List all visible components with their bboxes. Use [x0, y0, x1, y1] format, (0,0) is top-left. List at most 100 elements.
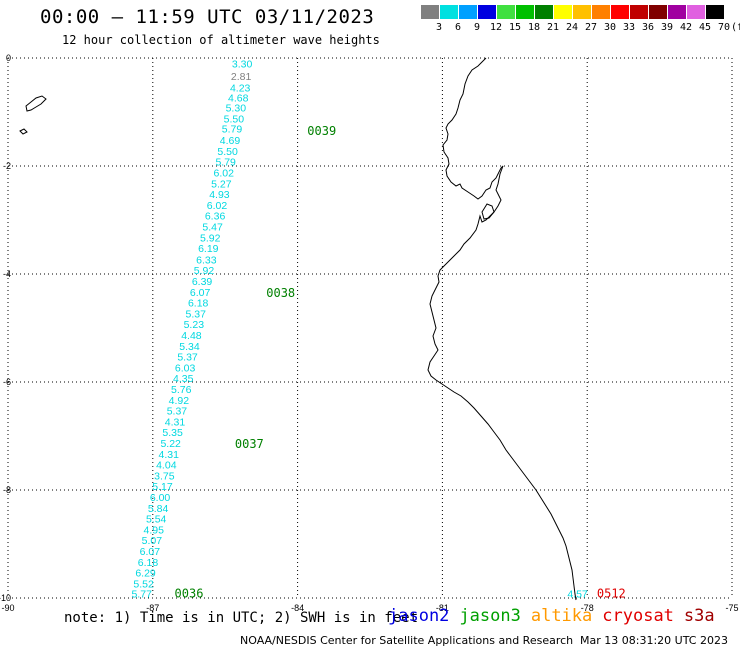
legend-label: 15 [508, 22, 522, 33]
legend-swatch [668, 5, 686, 19]
legend-swatch [459, 5, 477, 19]
track-labels: 3.302.814.234.685.305.505.794.695.505.79… [131, 58, 625, 600]
swh-value: 5.79 [215, 157, 236, 169]
legend-label: 42 [679, 22, 693, 33]
credit-timestamp: Mar 13 08:31:20 UTC 2023 [580, 634, 728, 647]
pass-time-label: 0036 [175, 587, 204, 601]
swh-value: 5.79 [222, 124, 243, 136]
swh-value: 5.47 [202, 221, 223, 233]
swh-value: 6.33 [196, 254, 217, 266]
galapagos-island-small [19, 128, 28, 135]
legend-label: 9 [473, 22, 481, 33]
swh-value: 4.31 [159, 449, 180, 461]
swh-value: 5.37 [177, 352, 198, 364]
swh-value: 3.30 [232, 58, 253, 70]
swh-value: 6.19 [198, 243, 219, 255]
legend-label: 70 [717, 22, 731, 33]
swh-value: 5.37 [167, 406, 188, 418]
swh-value: 4.95 [144, 524, 165, 536]
x-tick-label: -87 [146, 603, 159, 613]
swh-value: 5.84 [148, 503, 169, 515]
swh-value: 5.17 [152, 481, 173, 493]
satellite-name: cryosat [602, 606, 674, 626]
swh-value: 4.57 [567, 589, 588, 601]
swh-value: 6.07 [140, 546, 161, 558]
swh-value: 6.00 [150, 492, 171, 504]
y-tick-label: -10 [0, 593, 11, 603]
satellite-legend: jason2 jason3 altika cryosat s3a [388, 606, 725, 626]
y-tick-label: -8 [3, 485, 11, 495]
pass-time-label: 0039 [307, 124, 336, 138]
map-subtitle: 12 hour collection of altimeter wave hei… [62, 33, 380, 47]
legend-swatch [516, 5, 534, 19]
swh-value: 5.22 [160, 438, 181, 450]
x-tick-label: -78 [581, 603, 594, 613]
pass-time-label: 0512 [597, 587, 626, 601]
swh-value: 5.34 [179, 341, 200, 353]
swh-value: 5.23 [184, 319, 205, 331]
swh-value: 5.52 [133, 578, 154, 590]
swh-value: 5.76 [171, 384, 192, 396]
legend-label: 24 [565, 22, 579, 33]
legend-label: 30 [603, 22, 617, 33]
legend-swatch [592, 5, 610, 19]
legend-swatch [630, 5, 648, 19]
y-tick-label: -4 [3, 269, 11, 279]
footer-note: note: 1) Time is in UTC; 2) SWH is in fe… [64, 610, 419, 626]
satellite-name: jason2 [388, 606, 450, 626]
legend-unit: (ft) [731, 22, 740, 33]
y-tick-label: -6 [3, 377, 11, 387]
swh-value: 6.36 [205, 211, 226, 223]
swh-value: 5.07 [142, 535, 163, 547]
satellite-name: s3a [683, 606, 715, 626]
legend-label: 33 [622, 22, 636, 33]
legend-swatch [497, 5, 515, 19]
swh-value: 6.02 [207, 200, 228, 212]
legend-label: 45 [698, 22, 712, 33]
legend-label: 18 [527, 22, 541, 33]
swh-value: 4.31 [165, 416, 186, 428]
swh-value: 5.92 [194, 265, 215, 277]
swh-value: 5.54 [146, 514, 167, 526]
swh-value: 5.92 [200, 232, 221, 244]
swh-value: 4.68 [228, 92, 249, 104]
swh-value: 5.30 [226, 103, 247, 115]
legend-label: 27 [584, 22, 598, 33]
swh-value: 4.92 [169, 395, 190, 407]
swh-value: 4.48 [181, 330, 202, 342]
swh-value: 4.93 [209, 189, 230, 201]
x-tick-label: -75 [725, 603, 738, 613]
pass-time-label: 0038 [266, 286, 295, 300]
legend-swatch [611, 5, 629, 19]
swh-value: 2.81 [231, 71, 252, 83]
legend-swatch [554, 5, 572, 19]
legend-label: 36 [641, 22, 655, 33]
swh-value: 6.39 [192, 276, 213, 288]
legend-swatch [573, 5, 591, 19]
legend-swatch [440, 5, 458, 19]
coastline [19, 57, 577, 601]
legend-label: 3 [435, 22, 443, 33]
swh-value: 5.27 [211, 178, 232, 190]
swh-value: 6.03 [175, 362, 196, 374]
credit-text: NOAA/NESDIS Center for Satellite Applica… [240, 634, 574, 647]
swh-value: 5.50 [224, 113, 245, 125]
map-title: 00:00 – 11:59 UTC 03/11/2023 [40, 6, 375, 28]
swh-value: 6.02 [214, 167, 235, 179]
swh-value: 4.23 [230, 83, 251, 95]
x-tick-label: -90 [1, 603, 14, 613]
swh-value: 5.35 [162, 427, 183, 439]
satellite-name: jason3 [459, 606, 521, 626]
pass-time-label: 0037 [235, 437, 264, 451]
map-grid [7, 57, 733, 599]
legend-label: 39 [660, 22, 674, 33]
coastline-mainland [427, 57, 577, 601]
y-tick-label: -2 [3, 161, 11, 171]
legend-swatch [687, 5, 705, 19]
swh-value: 6.29 [135, 568, 156, 580]
legend-swatch [649, 5, 667, 19]
swh-value: 5.50 [217, 146, 238, 158]
legend-label: 12 [489, 22, 503, 33]
legend-swatch [421, 5, 439, 19]
satellite-name: altika [530, 606, 593, 626]
